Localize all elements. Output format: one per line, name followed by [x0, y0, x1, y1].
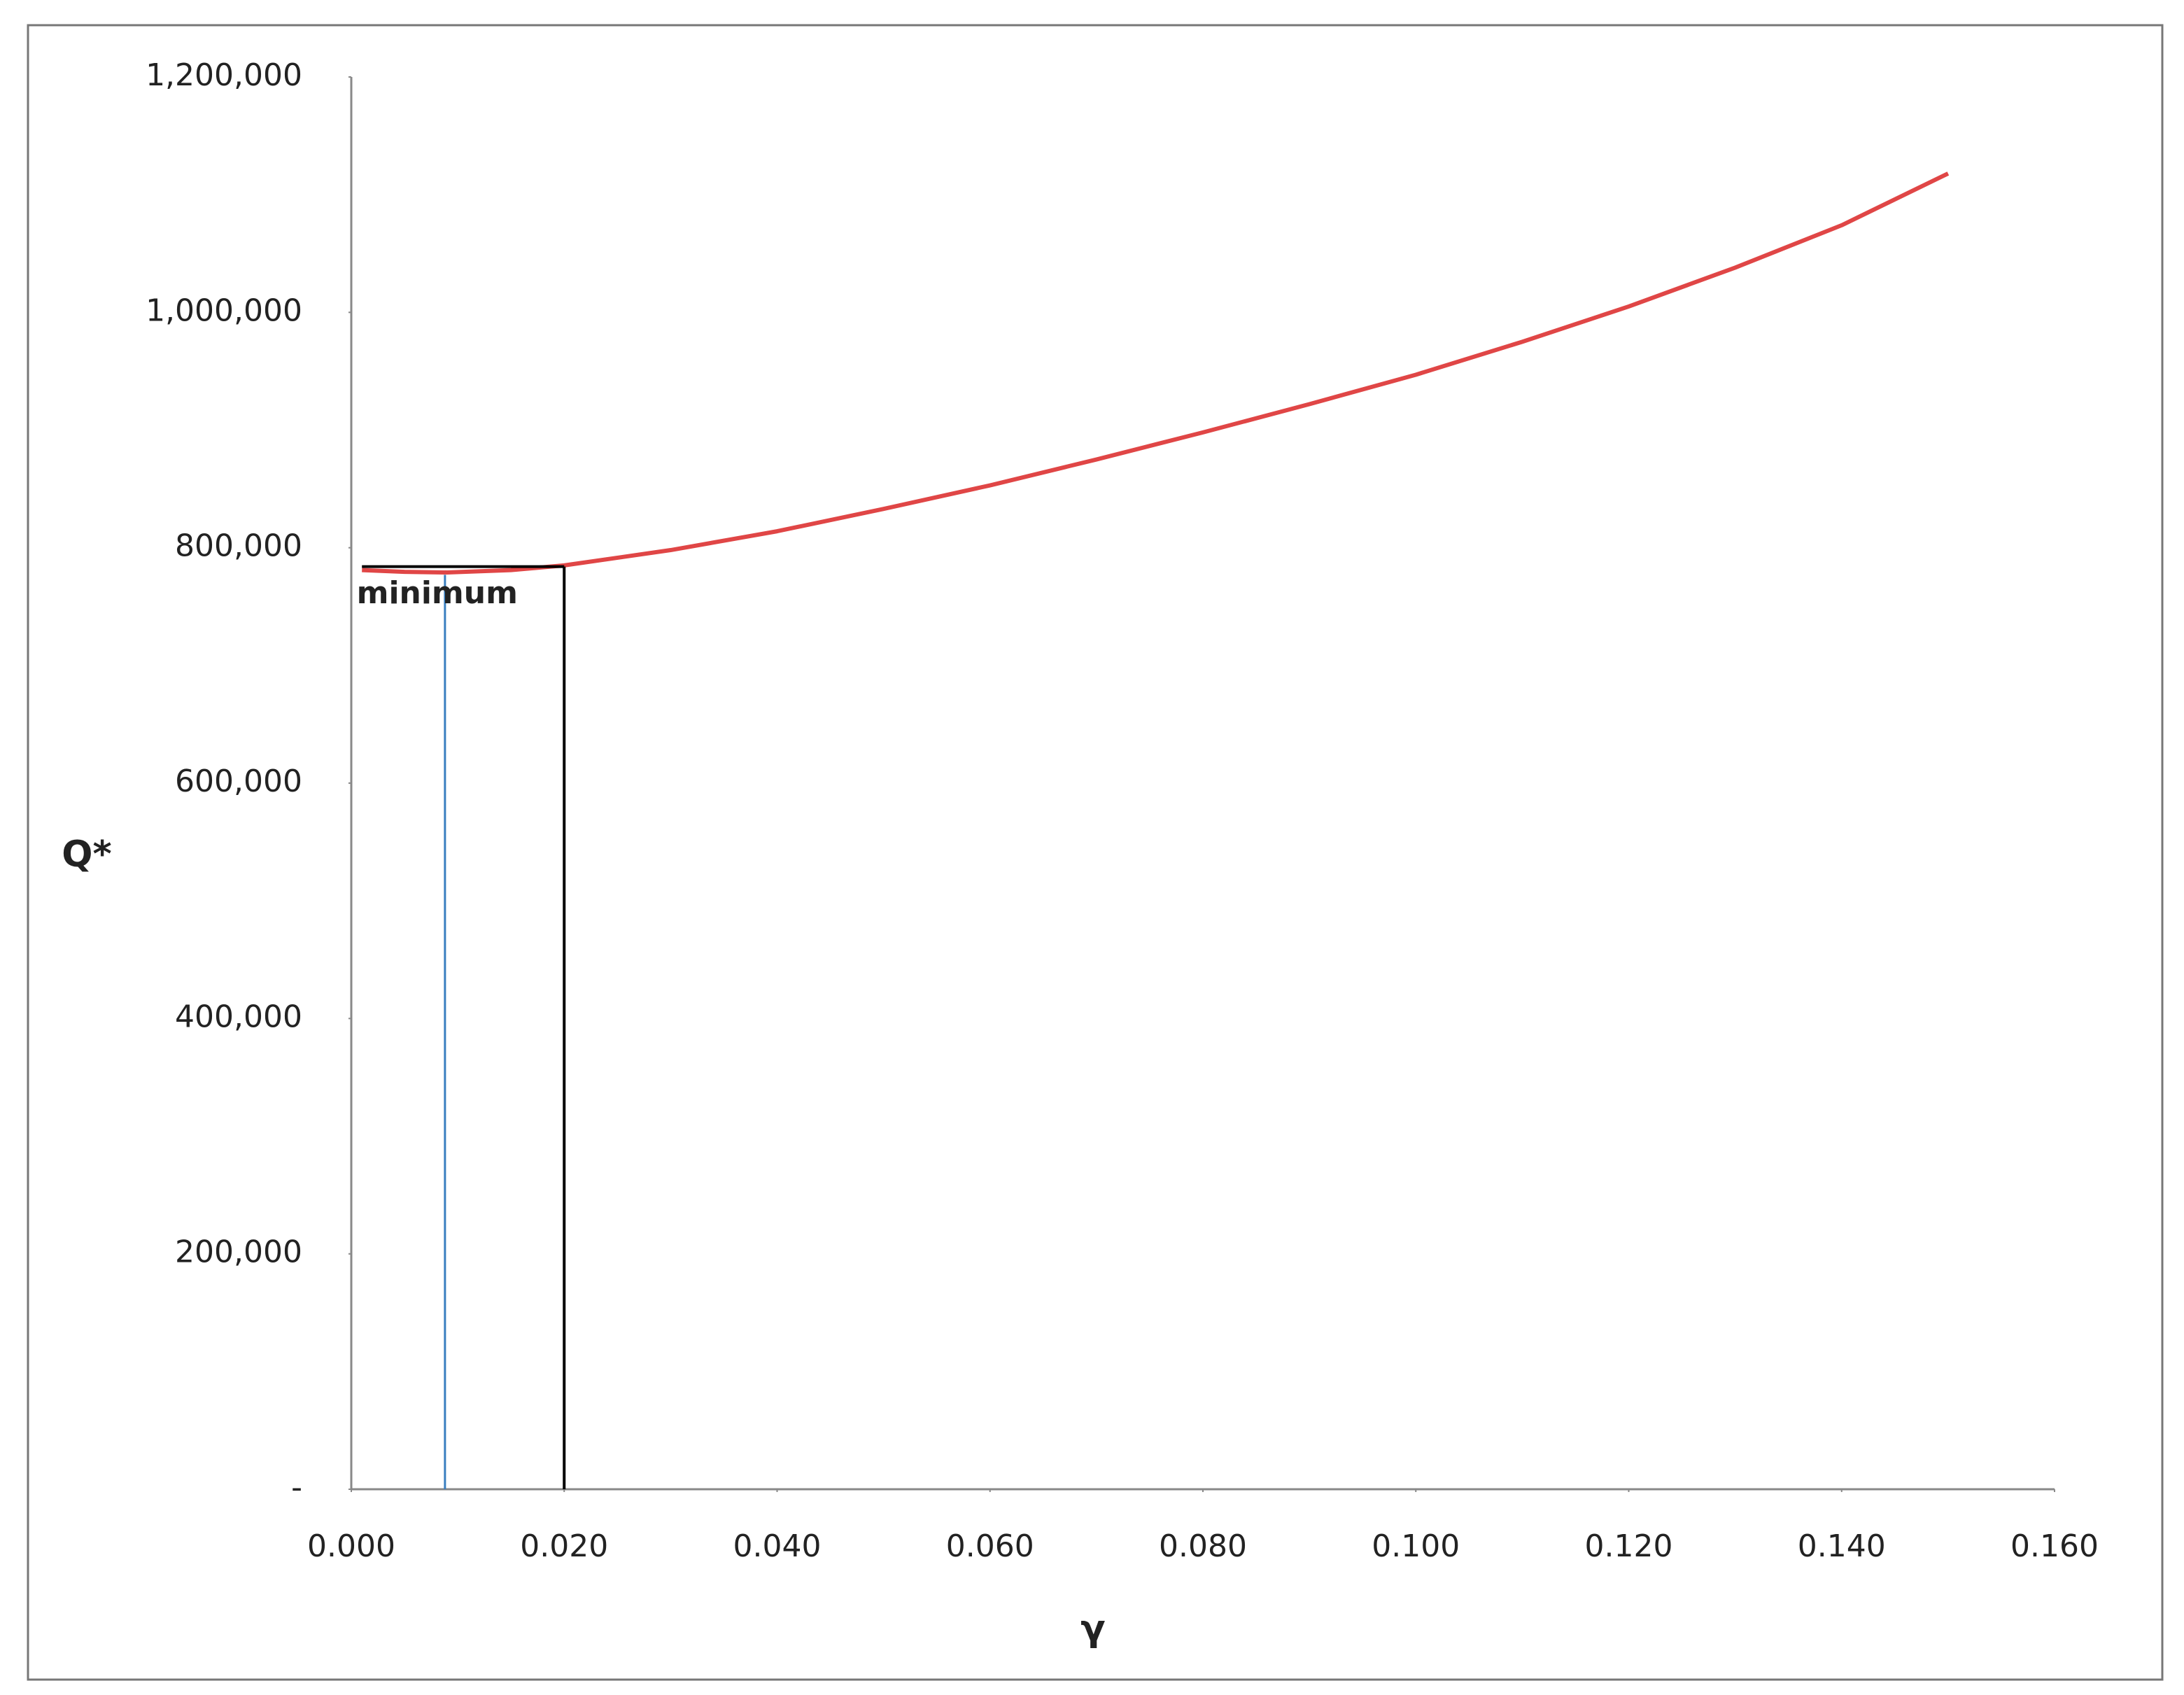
- x-tick-label: 0.120: [1585, 1528, 1673, 1564]
- y-tick-label: 400,000: [175, 999, 302, 1034]
- y-tick-label: 600,000: [175, 764, 302, 799]
- x-tick-label: 0.040: [733, 1528, 822, 1564]
- x-tick-label: 0.020: [520, 1528, 608, 1564]
- x-tick-label: 0.060: [946, 1528, 1034, 1564]
- x-tick-label: 0.140: [1798, 1528, 1886, 1564]
- x-axis-title: γ: [1080, 1608, 1105, 1650]
- y-axis-title: Q*: [62, 834, 111, 875]
- y-tick-label: 1,200,000: [146, 57, 302, 93]
- x-tick-label: 0.000: [307, 1528, 395, 1564]
- y-tick-label: 200,000: [175, 1235, 302, 1270]
- y-tick-label: -: [291, 1470, 302, 1505]
- y-tick-label: 1,000,000: [146, 293, 302, 328]
- annotation: minimum: [357, 575, 518, 611]
- x-tick-label: 0.100: [1372, 1528, 1460, 1564]
- x-tick-label: 0.080: [1159, 1528, 1247, 1564]
- y-tick-label: 800,000: [175, 528, 302, 564]
- series-line: [362, 171, 1950, 575]
- chart-border: [27, 24, 2164, 1681]
- x-tick-label: 0.160: [2010, 1528, 2099, 1564]
